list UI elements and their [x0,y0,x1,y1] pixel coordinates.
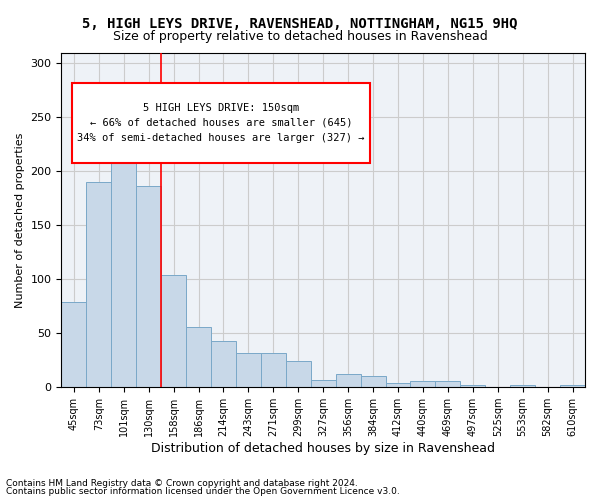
Text: 5 HIGH LEYS DRIVE: 150sqm
← 66% of detached houses are smaller (645)
34% of semi: 5 HIGH LEYS DRIVE: 150sqm ← 66% of detac… [77,103,365,142]
Bar [261,352,286,387]
Text: 5, HIGH LEYS DRIVE, RAVENSHEAD, NOTTINGHAM, NG15 9HQ: 5, HIGH LEYS DRIVE, RAVENSHEAD, NOTTINGH… [82,18,518,32]
Bar [236,352,261,387]
Text: Contains HM Land Registry data © Crown copyright and database right 2024.: Contains HM Land Registry data © Crown c… [6,478,358,488]
Bar [211,341,236,387]
Bar [186,327,211,387]
Bar [286,362,311,387]
Text: Size of property relative to detached houses in Ravenshead: Size of property relative to detached ho… [113,30,487,43]
Bar [386,383,410,387]
Bar [560,385,585,387]
Text: Contains public sector information licensed under the Open Government Licence v3: Contains public sector information licen… [6,487,400,496]
Bar [410,380,436,387]
X-axis label: Distribution of detached houses by size in Ravenshead: Distribution of detached houses by size … [151,442,495,455]
Bar [161,275,186,387]
Y-axis label: Number of detached properties: Number of detached properties [15,132,25,308]
Bar [460,385,485,387]
Bar [436,380,460,387]
Bar [86,182,111,387]
Bar [111,140,136,387]
Bar [361,376,386,387]
Bar [311,380,335,387]
Bar [61,302,86,387]
Bar [510,385,535,387]
FancyBboxPatch shape [72,82,370,163]
Bar [136,186,161,387]
Bar [335,374,361,387]
